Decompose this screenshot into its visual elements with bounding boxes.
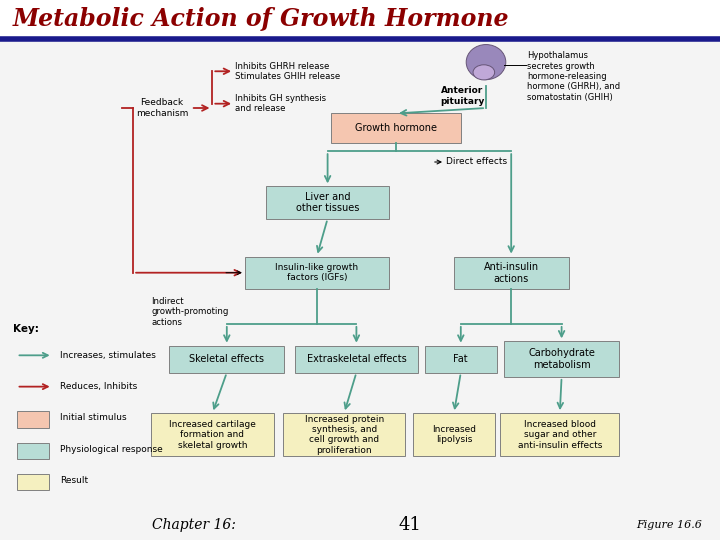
Text: Increases, stimulates: Increases, stimulates: [60, 351, 156, 360]
Text: Insulin-like growth
factors (IGFs): Insulin-like growth factors (IGFs): [275, 263, 359, 282]
Text: Liver and
other tissues: Liver and other tissues: [296, 192, 359, 213]
Text: Skeletal effects: Skeletal effects: [189, 354, 264, 364]
Text: Physiological response: Physiological response: [60, 445, 163, 454]
Text: Increased cartilage
formation and
skeletal growth: Increased cartilage formation and skelet…: [169, 420, 256, 450]
Text: 41: 41: [399, 516, 422, 534]
FancyBboxPatch shape: [454, 256, 569, 289]
Ellipse shape: [467, 45, 506, 80]
Text: Increased protein
synthesis, and
cell growth and
proliferation: Increased protein synthesis, and cell gr…: [305, 415, 384, 455]
Text: Anti-insulin
actions: Anti-insulin actions: [484, 262, 539, 284]
Text: Increased blood
sugar and other
anti-insulin effects: Increased blood sugar and other anti-ins…: [518, 420, 602, 450]
Text: Growth hormone: Growth hormone: [355, 123, 437, 133]
Text: Initial stimulus: Initial stimulus: [60, 414, 127, 422]
Text: Inhibits GH synthesis
and release: Inhibits GH synthesis and release: [235, 94, 327, 113]
Text: Extraskeletal effects: Extraskeletal effects: [307, 354, 406, 364]
FancyBboxPatch shape: [504, 341, 619, 377]
FancyBboxPatch shape: [283, 413, 405, 456]
Text: Figure 16.6: Figure 16.6: [636, 520, 703, 530]
FancyBboxPatch shape: [331, 113, 461, 143]
FancyBboxPatch shape: [17, 443, 49, 459]
Text: Direct effects: Direct effects: [446, 158, 508, 166]
Ellipse shape: [473, 65, 495, 80]
FancyBboxPatch shape: [425, 346, 497, 373]
Text: Metabolic Action of Growth Hormone: Metabolic Action of Growth Hormone: [13, 8, 510, 31]
Text: Indirect
growth-promoting
actions: Indirect growth-promoting actions: [151, 297, 228, 327]
Text: Anterior
pituitary: Anterior pituitary: [440, 86, 485, 106]
FancyBboxPatch shape: [500, 413, 619, 456]
FancyBboxPatch shape: [169, 346, 284, 373]
Text: Increased
lipolysis: Increased lipolysis: [432, 425, 476, 444]
Text: Result: Result: [60, 476, 88, 485]
Text: Chapter 16:: Chapter 16:: [153, 518, 236, 532]
FancyBboxPatch shape: [245, 256, 389, 289]
FancyBboxPatch shape: [17, 474, 49, 490]
Text: Carbohydrate
metabolism: Carbohydrate metabolism: [528, 348, 595, 370]
FancyBboxPatch shape: [295, 346, 418, 373]
FancyBboxPatch shape: [413, 413, 495, 456]
Bar: [0, 0, 720, 39]
FancyBboxPatch shape: [17, 411, 49, 428]
FancyBboxPatch shape: [266, 186, 389, 219]
Text: Key:: Key:: [13, 324, 39, 334]
Text: Feedback
mechanism: Feedback mechanism: [136, 98, 188, 118]
FancyBboxPatch shape: [151, 413, 274, 456]
Text: Fat: Fat: [454, 354, 468, 364]
Text: Reduces, Inhibits: Reduces, Inhibits: [60, 382, 137, 391]
Text: Inhibits GHRH release
Stimulates GHIH release: Inhibits GHRH release Stimulates GHIH re…: [235, 62, 341, 81]
Text: Hypothalamus
secretes growth
hormone-releasing
hormone (GHRH), and
somatostatin : Hypothalamus secretes growth hormone-rel…: [527, 51, 620, 102]
